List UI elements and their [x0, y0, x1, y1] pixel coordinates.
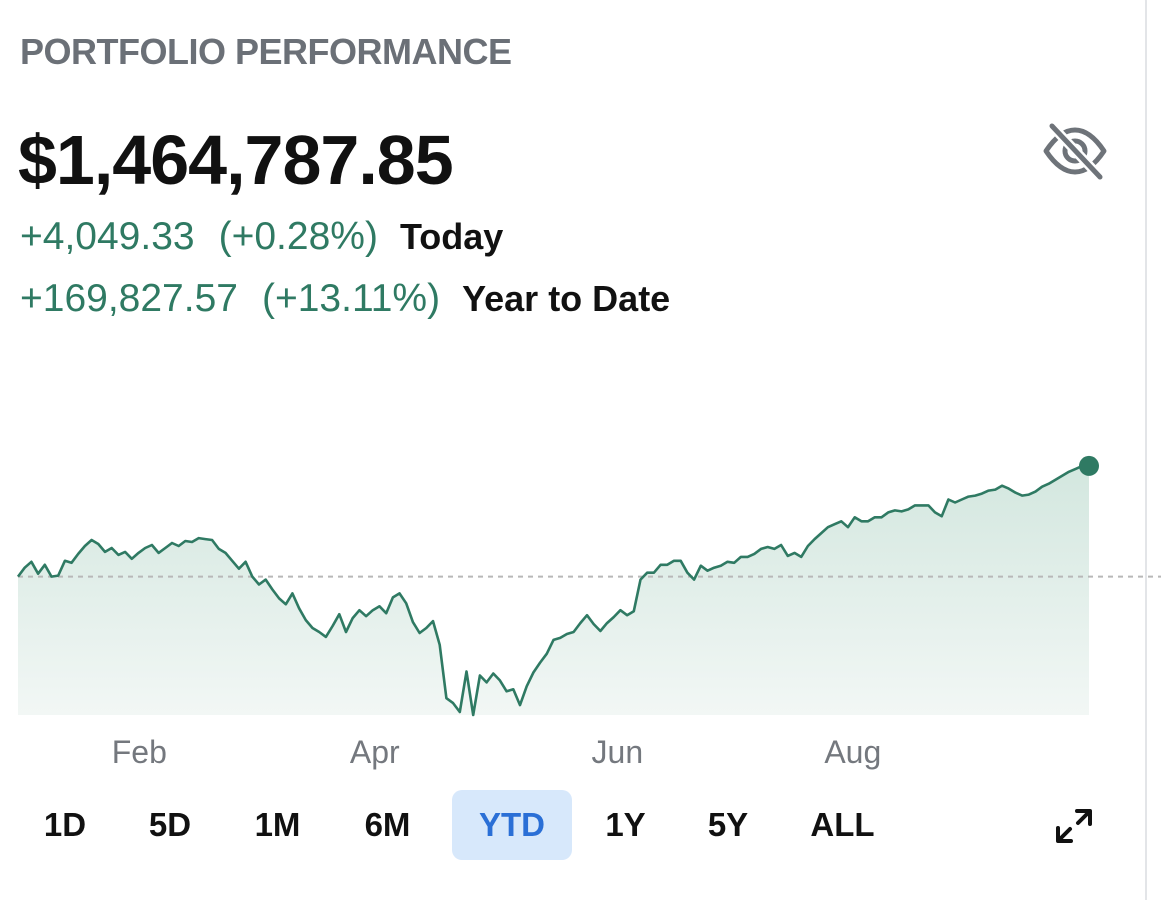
- x-axis-tick-label: Aug: [824, 734, 881, 770]
- range-button-6m[interactable]: 6M: [364, 806, 411, 843]
- today-change-label: Today: [399, 216, 504, 257]
- chart-series-line: [16, 464, 1089, 717]
- time-range-selector: 1D 5D 1M 6M YTD 1Y 5Y ALL: [20, 790, 920, 860]
- eye-slash-icon: [1043, 122, 1107, 180]
- range-button-1y[interactable]: 1Y: [605, 806, 646, 843]
- x-axis-tick-label: Apr: [350, 734, 400, 770]
- range-button-ytd[interactable]: YTD: [452, 790, 572, 860]
- ytd-change-percent: (+13.11%): [261, 277, 441, 320]
- chart-area-fill: [18, 465, 1089, 715]
- expand-chart-button[interactable]: [1052, 806, 1096, 846]
- range-button-5d[interactable]: 5D: [148, 806, 192, 843]
- range-button-1d[interactable]: 1D: [43, 806, 87, 843]
- range-button-all[interactable]: ALL: [810, 806, 875, 843]
- today-change: +4,049.33 (+0.28%) Today: [20, 214, 503, 260]
- range-button-1m[interactable]: 1M: [254, 806, 301, 843]
- chart-last-point: [1079, 455, 1099, 476]
- expand-arrows-icon: [1056, 809, 1092, 843]
- x-axis-tick-label: Jun: [592, 734, 644, 770]
- range-button-5y[interactable]: 5Y: [707, 806, 749, 843]
- today-change-amount: +4,049.33: [20, 215, 195, 258]
- ytd-change: +169,827.57 (+13.11%) Year to Date: [20, 276, 670, 322]
- hide-balance-button[interactable]: [1040, 120, 1110, 182]
- section-title: PORTFOLIO PERFORMANCE: [20, 31, 512, 72]
- ytd-change-label: Year to Date: [462, 278, 671, 319]
- x-axis-tick-label: Feb: [112, 734, 167, 770]
- ytd-change-amount: +169,827.57: [20, 277, 238, 320]
- total-value: $1,464,787.85: [18, 121, 454, 199]
- performance-chart: Feb Apr Jun Aug: [16, 455, 1161, 770]
- today-change-percent: (+0.28%): [218, 215, 378, 258]
